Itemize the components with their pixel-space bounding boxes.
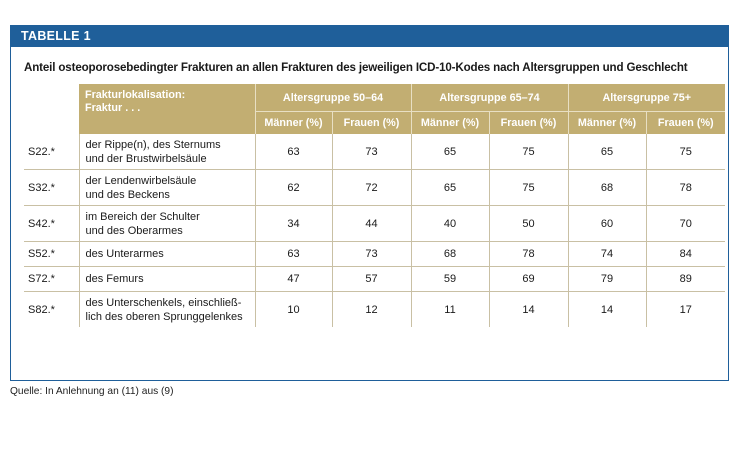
row-label: der Lendenwirbelsäule und des Beckens bbox=[79, 169, 256, 206]
row-code: S52.* bbox=[24, 241, 80, 267]
value-cell: 89 bbox=[646, 266, 726, 292]
value-cell: 10 bbox=[255, 291, 333, 327]
value-cell: 14 bbox=[489, 291, 569, 327]
header-sub-men: Männer (%) bbox=[567, 111, 646, 134]
value-cell: 65 bbox=[568, 134, 647, 170]
value-cell: 75 bbox=[489, 134, 569, 170]
row-label: des Unterschenkels, einschließ- lich des… bbox=[79, 291, 256, 327]
value-cell: 73 bbox=[332, 134, 412, 170]
row-label: der Rippe(n), des Sternums und der Brust… bbox=[79, 134, 256, 170]
header-group-75-plus: Altersgruppe 75+ bbox=[567, 84, 726, 112]
header-sub-women: Frauen (%) bbox=[645, 111, 726, 134]
header-group-50-64: Altersgruppe 50–64 bbox=[254, 84, 411, 112]
table-row: S52.* des Unterarmes 63 73 68 78 74 84 bbox=[24, 241, 726, 267]
row-label-line: der Lendenwirbelsäule bbox=[85, 174, 197, 187]
value-cell: 65 bbox=[411, 134, 490, 170]
table-row: S42.* im Bereich der Schulter und des Ob… bbox=[24, 205, 726, 242]
value-cell: 65 bbox=[411, 169, 490, 206]
value-cell: 17 bbox=[679, 303, 692, 316]
value-cell: 69 bbox=[489, 266, 569, 292]
row-label-line: und der Brustwirbelsäule bbox=[85, 152, 207, 165]
value-cell: 79 bbox=[568, 266, 647, 292]
table-row: S32.* der Lendenwirbelsäule und des Beck… bbox=[24, 169, 726, 206]
value-cell: 72 bbox=[332, 169, 412, 206]
value-cell: 57 bbox=[332, 266, 412, 292]
value-cell: 75 bbox=[489, 169, 569, 206]
header-localization: Frakturlokalisation: Fraktur . . . bbox=[79, 84, 255, 134]
row-code: S72.* bbox=[24, 266, 80, 292]
table-label: TABELLE 1 bbox=[21, 29, 91, 43]
row-label: des Unterarmes bbox=[79, 241, 256, 267]
value-cell: 34 bbox=[255, 205, 333, 242]
value-cell: 78 bbox=[489, 241, 569, 267]
table-caption: Anteil osteoporosebedingter Frakturen an… bbox=[24, 61, 688, 74]
value-cell: 50 bbox=[489, 205, 569, 242]
header-corner bbox=[24, 84, 79, 134]
value-cell: 63 bbox=[255, 134, 333, 170]
value-cell: 78 bbox=[646, 169, 726, 206]
row-label-line: des Unterarmes bbox=[85, 248, 164, 260]
row-code: S32.* bbox=[24, 169, 80, 206]
value-cell: 70 bbox=[646, 205, 726, 242]
row-label-line: im Bereich der Schulter bbox=[85, 210, 200, 223]
table-row: S72.* des Femurs 47 57 59 69 79 89 bbox=[24, 266, 726, 292]
value-cell: 47 bbox=[255, 266, 333, 292]
value-cell: 59 bbox=[411, 266, 490, 292]
row-code: S82.* bbox=[24, 291, 80, 327]
row-label: im Bereich der Schulter und des Oberarme… bbox=[79, 205, 256, 242]
value-cell: 62 bbox=[255, 169, 333, 206]
value-cell: 84 bbox=[646, 241, 726, 267]
row-label-line: der Rippe(n), des Sternums bbox=[85, 138, 221, 151]
value-cell: 75 bbox=[646, 134, 726, 170]
value-cell: 11 bbox=[411, 291, 490, 327]
row-code: S42.* bbox=[24, 205, 80, 242]
table-row: S22.* der Rippe(n), des Sternums und der… bbox=[24, 134, 726, 170]
value-cell: 68 bbox=[568, 169, 647, 206]
header-sub-women: Frauen (%) bbox=[488, 111, 568, 134]
value-cell: 44 bbox=[332, 205, 412, 242]
value-cell: 14 bbox=[568, 291, 647, 327]
header-sub-men: Männer (%) bbox=[254, 111, 332, 134]
value-cell: 63 bbox=[255, 241, 333, 267]
header-localization-line1: Frakturlokalisation: bbox=[85, 89, 186, 101]
header-sub-men: Männer (%) bbox=[410, 111, 489, 134]
row-label-line: des Unterschenkels, einschließ- bbox=[85, 296, 242, 309]
table-frame: TABELLE 1 Anteil osteoporosebedingter Fr… bbox=[10, 25, 729, 381]
row-code: S22.* bbox=[24, 134, 80, 170]
value-cell: 40 bbox=[411, 205, 490, 242]
header-localization-line2: Fraktur . . . bbox=[85, 102, 141, 114]
value-cell: 60 bbox=[568, 205, 647, 242]
table-row: S82.* des Unterschenkels, einschließ- li… bbox=[24, 291, 725, 327]
row-label-line: des Femurs bbox=[85, 273, 144, 285]
header-group-65-74: Altersgruppe 65–74 bbox=[410, 84, 568, 112]
value-cell: 12 bbox=[332, 291, 412, 327]
row-label-line: und des Beckens bbox=[85, 188, 170, 201]
header-sub-women: Frauen (%) bbox=[331, 111, 411, 134]
row-label: des Femurs bbox=[79, 266, 256, 292]
row-label-line: und des Oberarmes bbox=[85, 224, 183, 237]
source-note: Quelle: In Anlehnung an (11) aus (9) bbox=[10, 386, 174, 397]
fracture-table: Frakturlokalisation: Fraktur . . . Alter… bbox=[24, 84, 726, 327]
value-cell: 74 bbox=[568, 241, 647, 267]
row-label-line: lich des oberen Sprunggelenkes bbox=[85, 310, 243, 323]
value-cell: 68 bbox=[411, 241, 490, 267]
value-cell: 73 bbox=[332, 241, 412, 267]
table-banner: TABELLE 1 bbox=[11, 26, 728, 47]
